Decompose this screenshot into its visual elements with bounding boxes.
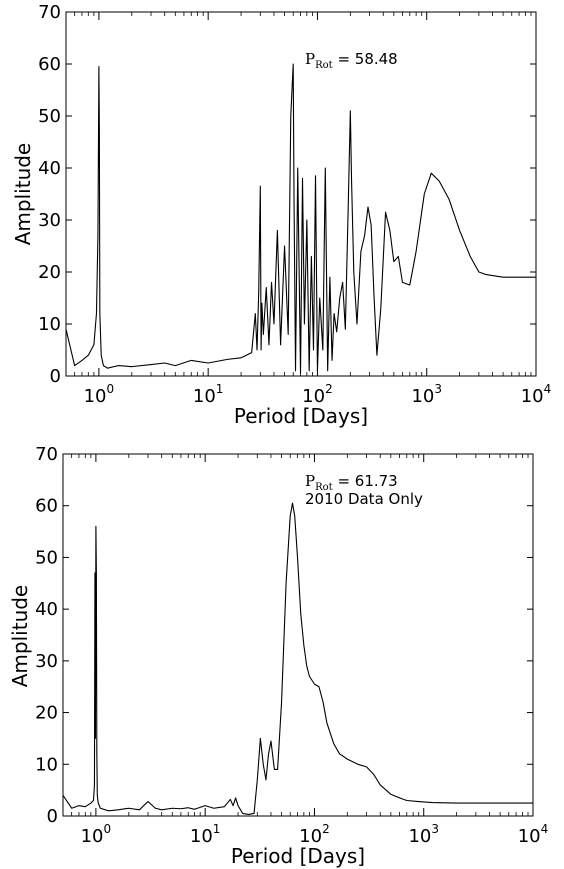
top-prot-annotation: PRot = 58.48 [305,50,398,71]
top-y-axis-label: Amplitude [11,143,35,246]
top-prot-symbol: P [305,50,315,68]
bottom-y-tick-label: 30 [35,651,58,672]
bottom-y-ticks: 0 10 20 30 40 50 60 70 [35,444,533,827]
top-plot-frame [65,11,537,377]
top-x-tick-label: 103 [411,382,442,407]
top-y-tick-label: 50 [38,106,61,127]
top-x-ticks: 100 101 102 103 104 [65,12,552,407]
top-chart-panel: 0 10 20 30 40 50 60 70 100 101 102 103 104 Period [… [11,2,551,428]
bottom-prot-annotation: PRot = 61.73 [305,472,398,493]
bottom-prot-symbol: P [305,472,315,490]
top-x-axis-label: Period [Days] [234,404,368,428]
top-x-tick-label: 100 [84,382,115,407]
bottom-x-tick-label: 101 [190,822,221,847]
bottom-prot-value: = 61.73 [333,472,398,490]
bottom-y-tick-label: 20 [35,703,58,724]
top-y-tick-label: 40 [38,158,61,179]
top-x-tick-label: 101 [193,382,224,407]
bottom-y-tick-label: 40 [35,599,58,620]
bottom-x-tick-label: 100 [81,822,112,847]
top-y-tick-label: 60 [38,54,61,75]
top-x-tick-label: 102 [302,382,333,407]
bottom-plot-frame [62,453,534,817]
bottom-annotation-line2: 2010 Data Only [305,490,423,508]
bottom-y-tick-label: 10 [35,754,58,775]
bottom-x-tick-label: 103 [408,822,439,847]
top-y-tick-label: 30 [38,210,61,231]
top-prot-value: = 58.48 [333,50,398,68]
bottom-y-tick-label: 60 [35,496,58,517]
bottom-prot-subscript: Rot [315,482,333,493]
top-x-tick-label: 104 [521,382,552,407]
bottom-series-line [63,502,533,815]
top-y-ticks: 0 10 20 30 40 50 60 70 [38,2,536,387]
bottom-chart-panel: 0 10 20 30 40 50 60 70 100 101 102 103 104 Period [… [8,444,548,868]
top-y-tick-label: 70 [38,2,61,23]
bottom-x-tick-label: 102 [299,822,330,847]
bottom-y-axis-label: Amplitude [8,585,32,688]
top-y-tick-label: 20 [38,262,61,283]
top-y-tick-label: 0 [50,366,61,387]
bottom-x-axis-label: Period [Days] [231,844,365,868]
bottom-x-ticks: 100 101 102 103 104 [62,454,549,847]
top-y-tick-label: 10 [38,314,61,335]
top-prot-subscript: Rot [315,60,333,71]
bottom-y-tick-label: 50 [35,547,58,568]
bottom-y-tick-label: 0 [47,806,58,827]
bottom-y-tick-label: 70 [35,444,58,465]
bottom-x-tick-label: 104 [518,822,549,847]
top-series-line [66,63,536,374]
